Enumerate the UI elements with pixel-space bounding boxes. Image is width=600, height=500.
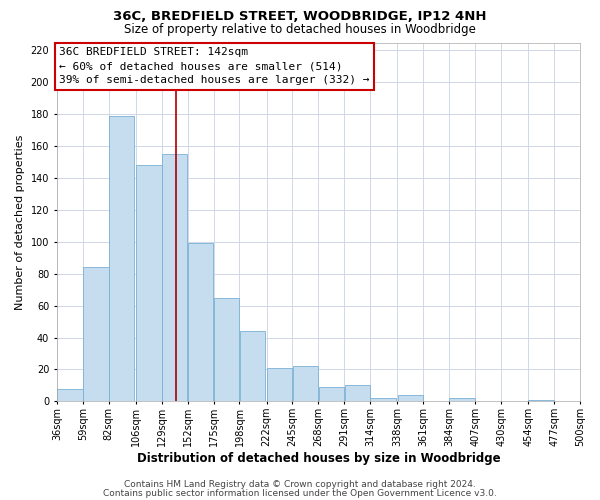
Bar — [188, 244, 214, 402]
X-axis label: Distribution of detached houses by size in Woodbridge: Distribution of detached houses by size … — [137, 452, 500, 465]
Text: Contains HM Land Registry data © Crown copyright and database right 2024.: Contains HM Land Registry data © Crown c… — [124, 480, 476, 489]
Bar — [398, 395, 423, 402]
Text: 36C BREDFIELD STREET: 142sqm
← 60% of detached houses are smaller (514)
39% of s: 36C BREDFIELD STREET: 142sqm ← 60% of de… — [59, 48, 370, 86]
Bar — [319, 387, 344, 402]
Bar — [162, 154, 187, 402]
Bar — [293, 366, 318, 402]
Bar — [370, 398, 396, 402]
Bar — [83, 268, 109, 402]
Bar — [267, 368, 292, 402]
Text: Contains public sector information licensed under the Open Government Licence v3: Contains public sector information licen… — [103, 488, 497, 498]
Bar — [214, 298, 239, 402]
Bar — [239, 331, 265, 402]
Bar — [136, 166, 161, 402]
Bar — [529, 400, 554, 402]
Y-axis label: Number of detached properties: Number of detached properties — [15, 134, 25, 310]
Text: Size of property relative to detached houses in Woodbridge: Size of property relative to detached ho… — [124, 22, 476, 36]
Bar — [344, 386, 370, 402]
Bar — [57, 388, 83, 402]
Bar — [109, 116, 134, 402]
Text: 36C, BREDFIELD STREET, WOODBRIDGE, IP12 4NH: 36C, BREDFIELD STREET, WOODBRIDGE, IP12 … — [113, 10, 487, 23]
Bar — [449, 398, 475, 402]
